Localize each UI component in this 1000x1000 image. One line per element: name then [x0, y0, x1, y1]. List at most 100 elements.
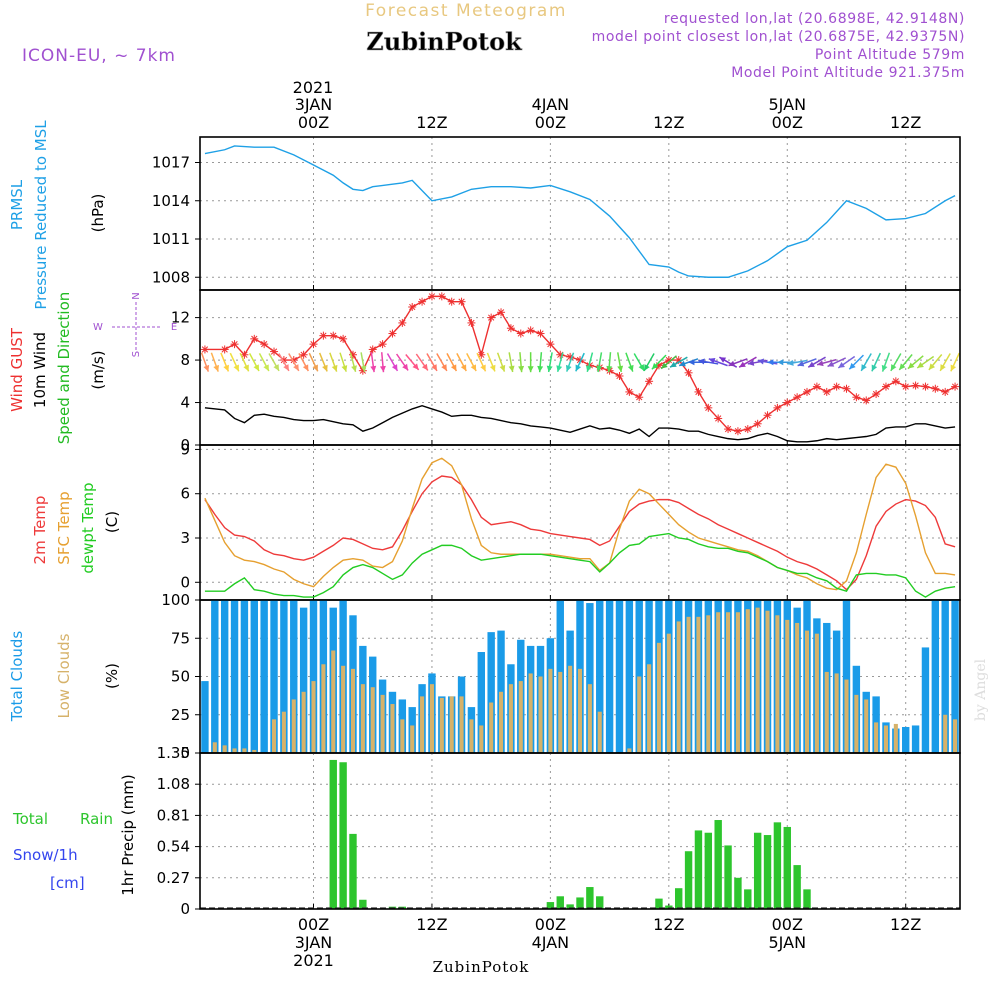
- gust-marker: [368, 345, 377, 354]
- wind-arrow: [643, 353, 655, 372]
- gust-marker: [526, 326, 535, 335]
- gust-marker-stroke: [280, 356, 288, 364]
- wind-arrow: [278, 353, 290, 372]
- gust-marker-stroke: [754, 420, 761, 427]
- bar-low-clouds: [893, 723, 898, 753]
- gust-marker-stroke: [616, 372, 623, 380]
- gust-marker-stroke: [951, 383, 959, 390]
- bar-low-clouds: [350, 668, 356, 753]
- bar-low-clouds: [637, 676, 642, 753]
- top-date-label: 3JAN: [295, 95, 333, 114]
- product-title: Forecast Meteogram: [365, 1, 567, 21]
- bar-low-clouds: [765, 610, 770, 753]
- bar-low-clouds: [755, 607, 760, 753]
- gust-marker-stroke: [843, 385, 850, 392]
- gust-marker-stroke: [685, 369, 692, 376]
- gust-marker: [329, 331, 338, 340]
- bar-low-clouds: [469, 719, 474, 753]
- top-hour-label: 00Z: [298, 113, 329, 132]
- gust-marker: [921, 382, 930, 391]
- wind-arrow: [807, 356, 826, 368]
- wind-arrow-head: [827, 361, 835, 367]
- bar-low-clouds: [242, 748, 247, 753]
- closest-point: model point closest lon,lat (20.6875E, 4…: [592, 29, 965, 45]
- gust-marker-stroke: [320, 332, 327, 339]
- bar-total-rain: [546, 902, 555, 909]
- wind-arrow-head: [460, 364, 467, 372]
- wind-arrow: [708, 358, 728, 367]
- bar-low-clouds: [301, 691, 306, 753]
- gust-marker-stroke: [448, 298, 455, 305]
- bar-low-clouds: [726, 612, 731, 753]
- bar-low-clouds: [439, 697, 444, 753]
- wind-arrow-head: [797, 360, 805, 367]
- gust-marker: [467, 318, 476, 327]
- wind-arrow: [258, 353, 270, 372]
- wind-arrow-head: [203, 364, 210, 372]
- bottom-date-label: 4JAN: [532, 933, 570, 952]
- bottom-hour-label: 12Z: [890, 915, 921, 934]
- wind-arrow-head: [331, 364, 338, 372]
- gust-marker-stroke: [922, 383, 929, 390]
- gust-marker: [556, 350, 565, 359]
- y-tick-label: 0: [180, 573, 190, 591]
- y-tick-label: 0.54: [157, 838, 190, 856]
- gust-marker-stroke: [537, 330, 544, 337]
- gust-marker: [388, 329, 397, 338]
- gust-marker: [260, 340, 269, 349]
- wind-arrow: [395, 353, 409, 371]
- bar-total-clouds: [941, 600, 949, 753]
- wind-arrow: [436, 353, 448, 372]
- gust-marker: [891, 377, 900, 386]
- gust-marker: [862, 396, 871, 405]
- gust-marker: [625, 387, 634, 396]
- gust-marker-stroke: [793, 394, 801, 401]
- wind-arrow-head: [950, 364, 957, 372]
- wind-arrow: [860, 353, 872, 372]
- wind-arrow-head: [499, 364, 506, 372]
- pressure-unit: (hPa): [89, 194, 107, 233]
- wind-arrow: [268, 353, 280, 372]
- top-hour-label: 12Z: [416, 113, 447, 132]
- wind-arrow: [229, 352, 240, 372]
- bottom-hour-label: 12Z: [653, 915, 684, 934]
- top-hour-label: 12Z: [890, 113, 921, 132]
- wind-arrow-head: [670, 361, 677, 368]
- gust-marker: [546, 340, 555, 349]
- gust-marker-stroke: [270, 348, 278, 355]
- wind-arrow-head: [391, 364, 398, 371]
- bar-total-clouds: [280, 600, 288, 753]
- bar-total-clouds: [842, 600, 851, 753]
- bar-low-clouds: [854, 694, 859, 753]
- wind-arrow: [585, 352, 594, 373]
- wind-arrow-head: [243, 364, 249, 372]
- bar-low-clouds: [587, 684, 592, 753]
- gust-marker: [457, 297, 466, 306]
- gust-marker-stroke: [497, 309, 505, 316]
- y-tick-label: 0: [180, 900, 190, 918]
- wind-arrow-head: [450, 364, 457, 372]
- gust-marker: [427, 292, 436, 301]
- gust-marker-stroke: [863, 397, 870, 404]
- requested-point: requested lon,lat (20.6898E, 42.9148N): [664, 11, 965, 27]
- bar-total-rain: [339, 762, 347, 909]
- y-tick-label: 1014: [152, 192, 190, 210]
- gust-marker: [694, 387, 703, 396]
- gust-marker: [951, 382, 960, 391]
- gust-marker: [822, 387, 831, 396]
- wind-arrow: [518, 352, 525, 373]
- bar-low-clouds: [212, 742, 217, 753]
- wind-arrow-head: [527, 366, 534, 373]
- bar-low-clouds: [814, 633, 819, 753]
- wind-arrow-head: [556, 365, 563, 372]
- bar-low-clouds: [795, 622, 800, 753]
- bar-low-clouds: [281, 711, 286, 753]
- compass-e: E: [171, 322, 177, 333]
- wind-arrow-head: [223, 364, 229, 372]
- gust-marker-stroke: [399, 319, 406, 327]
- wind-arrow: [405, 354, 420, 371]
- gust-marker-stroke: [488, 314, 495, 321]
- bar-low-clouds: [558, 671, 563, 753]
- top-date-label: 4JAN: [532, 95, 570, 114]
